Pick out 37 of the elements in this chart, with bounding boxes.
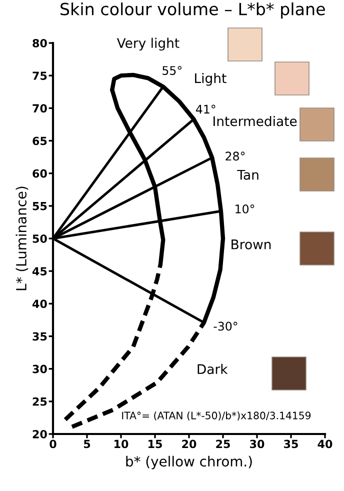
x-tick-label: 30 xyxy=(250,440,264,448)
y-tick-label: 75 xyxy=(32,72,47,80)
annotation: Intermediate xyxy=(214,116,297,126)
annotation: Light xyxy=(195,72,226,86)
x-tick-label: 20 xyxy=(182,440,196,448)
annotation: Very light xyxy=(116,38,180,51)
y-tick-label: 80 xyxy=(32,38,47,48)
chart-title: Skin colour volume – L*b* plane xyxy=(60,2,325,19)
y-tick-label: 30 xyxy=(32,364,47,374)
x-tick-label: 0 xyxy=(50,440,56,448)
y-tick-label: 25 xyxy=(32,397,47,406)
annotation: 55° xyxy=(162,66,182,75)
annotation: 10° xyxy=(236,204,254,214)
annotation: ITA°= (ATAN (L*-50)/b*)x180/3.14159 xyxy=(122,412,311,421)
y-tick-label: 65 xyxy=(32,136,47,146)
x-tick-label: 5 xyxy=(84,440,90,448)
annotation: -30° xyxy=(214,322,238,331)
y-tick-label: 35 xyxy=(32,332,47,341)
annotation: Brown xyxy=(232,240,271,250)
x-tick-label: 15 xyxy=(148,440,162,448)
y-tick-label: 20 xyxy=(32,430,47,438)
y-tick-label: 45 xyxy=(32,267,47,276)
y-tick-label: 40 xyxy=(32,300,47,308)
x-tick-label: 35 xyxy=(284,440,298,448)
y-axis-title: L* (Luminance) xyxy=(16,186,28,290)
annotation: 41° xyxy=(196,104,216,114)
x-axis-title: b* (yellow chrom.) xyxy=(126,456,252,470)
y-tick-label: 70 xyxy=(32,104,47,113)
x-tick-label: 40 xyxy=(318,440,332,448)
x-tick-label: 25 xyxy=(216,440,230,448)
y-tick-label: 55 xyxy=(32,202,47,210)
x-tick-label: 10 xyxy=(114,440,128,448)
annotation: 28° xyxy=(226,152,245,161)
y-tick-label: 50 xyxy=(32,234,47,243)
annotation: Dark xyxy=(198,364,228,374)
annotation: Tan xyxy=(237,170,258,180)
y-tick-label: 60 xyxy=(32,169,47,178)
